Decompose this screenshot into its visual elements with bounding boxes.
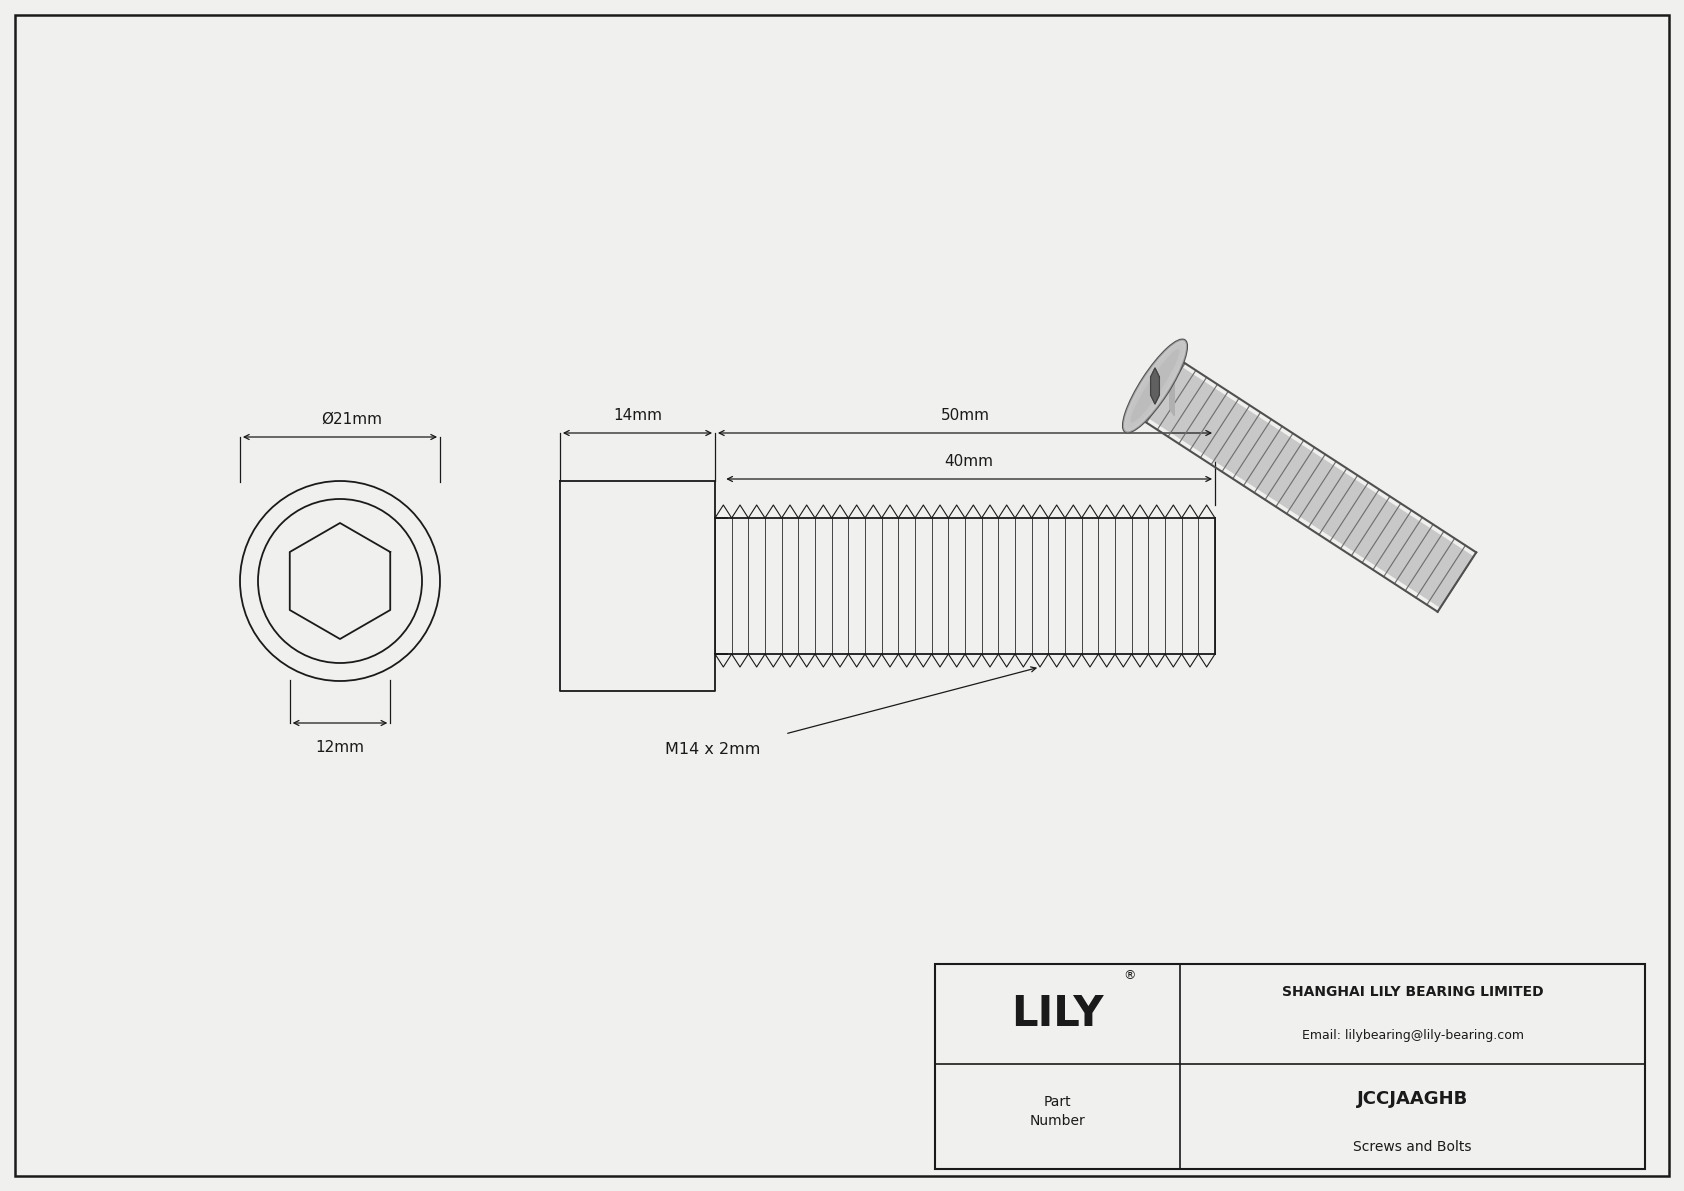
Polygon shape	[1170, 356, 1174, 416]
Text: Part
Number: Part Number	[1029, 1096, 1086, 1128]
Text: 50mm: 50mm	[940, 409, 990, 423]
Text: 40mm: 40mm	[945, 454, 994, 469]
Text: Ø21mm: Ø21mm	[322, 412, 382, 428]
Ellipse shape	[1123, 339, 1187, 432]
Text: 14mm: 14mm	[613, 409, 662, 423]
Ellipse shape	[1130, 349, 1179, 423]
Bar	[935, 964, 1645, 1170]
Ellipse shape	[1127, 344, 1184, 428]
Polygon shape	[1150, 368, 1159, 404]
Text: Screws and Bolts: Screws and Bolts	[1354, 1140, 1472, 1154]
Text: JCCJAAGHB: JCCJAAGHB	[1357, 1090, 1468, 1108]
Polygon shape	[1138, 361, 1474, 607]
Ellipse shape	[1123, 339, 1187, 432]
Text: 12mm: 12mm	[315, 740, 364, 755]
Text: SHANGHAI LILY BEARING LIMITED: SHANGHAI LILY BEARING LIMITED	[1282, 985, 1543, 999]
Text: Email: lilybearing@lily-bearing.com: Email: lilybearing@lily-bearing.com	[1302, 1029, 1524, 1042]
Text: LILY: LILY	[1012, 993, 1103, 1035]
Text: ®: ®	[1123, 969, 1135, 983]
Text: M14 x 2mm: M14 x 2mm	[665, 742, 761, 756]
